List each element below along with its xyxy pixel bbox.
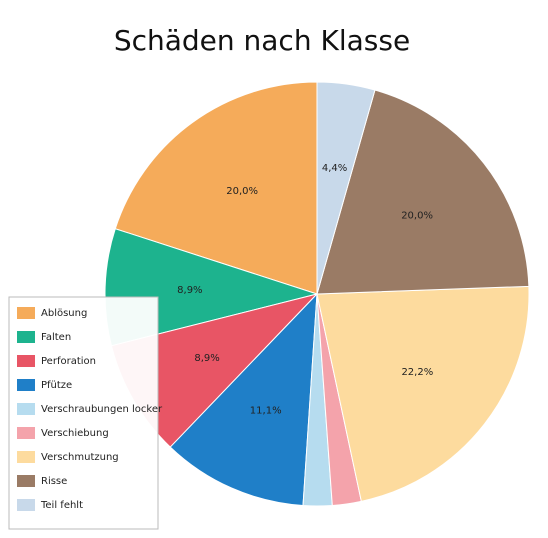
legend-swatch (17, 451, 35, 463)
legend-label: Teil fehlt (40, 500, 83, 511)
legend-swatch (17, 331, 35, 343)
slice-label: 8,9% (177, 285, 202, 296)
legend-label: Verschiebung (41, 428, 109, 439)
legend-swatch (17, 403, 35, 415)
legend-swatch (17, 427, 35, 439)
pie-slice (114, 81, 318, 295)
slice-label: 22,2% (401, 367, 433, 378)
legend-swatch (17, 379, 35, 391)
chart-title: Schäden nach Klasse (114, 24, 410, 57)
legend-swatch (17, 355, 35, 367)
slice-label: 8,9% (194, 353, 219, 364)
legend-swatch (17, 307, 35, 319)
legend-swatch (17, 499, 35, 511)
slice-label: 11,1% (250, 405, 282, 416)
legend-label: Ablösung (41, 308, 87, 319)
pie-slice (316, 89, 530, 295)
legend-label: Verschraubungen locker (41, 404, 163, 415)
pie-slice (316, 285, 530, 502)
legend-label: Risse (41, 476, 67, 487)
pie-slice (169, 292, 318, 507)
slice-label: 20,0% (401, 210, 433, 221)
legend-label: Pfütze (41, 380, 72, 391)
slice-label: 20,0% (226, 186, 258, 197)
slice-label: 4,4% (322, 163, 347, 174)
legend-label: Verschmutzung (41, 452, 119, 463)
legend-swatch (17, 475, 35, 487)
legend-label: Falten (41, 332, 71, 343)
pie-slice (316, 81, 376, 295)
legend-label: Perforation (41, 356, 96, 367)
